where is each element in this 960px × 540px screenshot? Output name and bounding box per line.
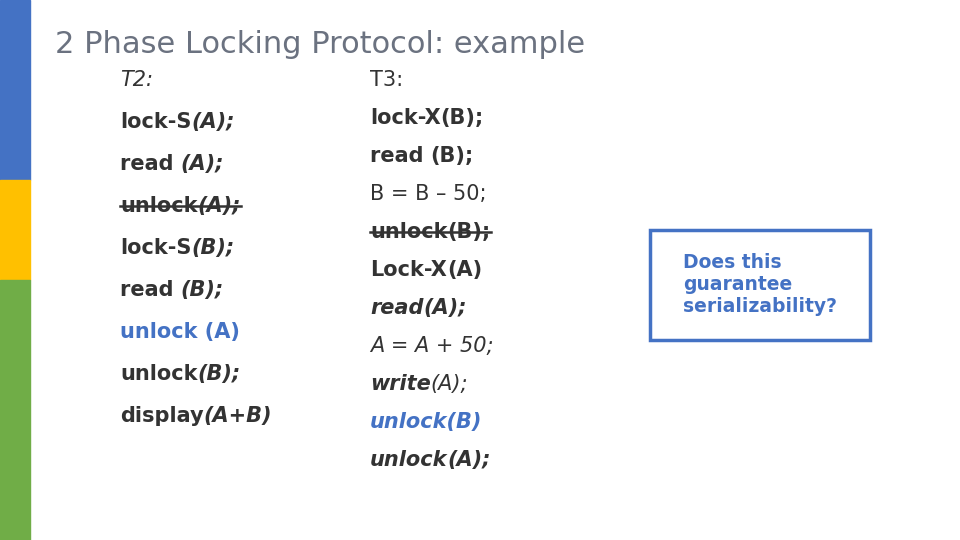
- Text: (A);: (A);: [431, 374, 468, 394]
- Bar: [0, 0, 30, 180]
- Text: (B);: (B);: [431, 146, 474, 166]
- Text: read: read: [120, 154, 180, 174]
- Text: (B);: (B);: [180, 280, 224, 300]
- Text: (A+B): (A+B): [204, 406, 272, 426]
- Text: (A);: (A);: [191, 112, 235, 132]
- Text: unlock(B): unlock(B): [370, 412, 482, 432]
- Text: read: read: [370, 146, 431, 166]
- Text: unlock: unlock: [370, 450, 447, 470]
- Text: 2 Phase Locking Protocol: example: 2 Phase Locking Protocol: example: [55, 30, 586, 59]
- Text: lock-X: lock-X: [370, 108, 441, 128]
- Text: T2:: T2:: [120, 70, 153, 90]
- Text: (B);: (B);: [191, 238, 234, 258]
- Text: Does this
guarantee
serializability?: Does this guarantee serializability?: [683, 253, 837, 316]
- Text: display: display: [120, 406, 204, 426]
- Text: read: read: [370, 298, 423, 318]
- Text: (A);: (A);: [198, 196, 241, 216]
- Text: lock-S: lock-S: [120, 112, 191, 132]
- Text: lock-S: lock-S: [120, 238, 191, 258]
- Bar: [0, 280, 30, 540]
- Text: (A);: (A);: [180, 154, 225, 174]
- Text: (A);: (A);: [423, 298, 467, 318]
- Text: unlock: unlock: [370, 222, 447, 242]
- Text: (B);: (B);: [441, 108, 484, 128]
- Text: (B);: (B);: [447, 222, 491, 242]
- Text: unlock: unlock: [120, 196, 198, 216]
- Bar: [0, 180, 30, 280]
- Text: A = A + 50;: A = A + 50;: [370, 336, 493, 356]
- Text: (B);: (B);: [198, 364, 241, 384]
- Text: Lock-X: Lock-X: [370, 260, 446, 280]
- Text: B = B – 50;: B = B – 50;: [370, 184, 487, 204]
- Text: unlock (A): unlock (A): [120, 322, 240, 342]
- Text: (A): (A): [446, 260, 482, 280]
- Text: unlock: unlock: [120, 364, 198, 384]
- FancyBboxPatch shape: [650, 230, 870, 340]
- Text: (A);: (A);: [447, 450, 491, 470]
- Text: write: write: [370, 374, 431, 394]
- Text: read: read: [120, 280, 180, 300]
- Text: T3:: T3:: [370, 70, 403, 90]
